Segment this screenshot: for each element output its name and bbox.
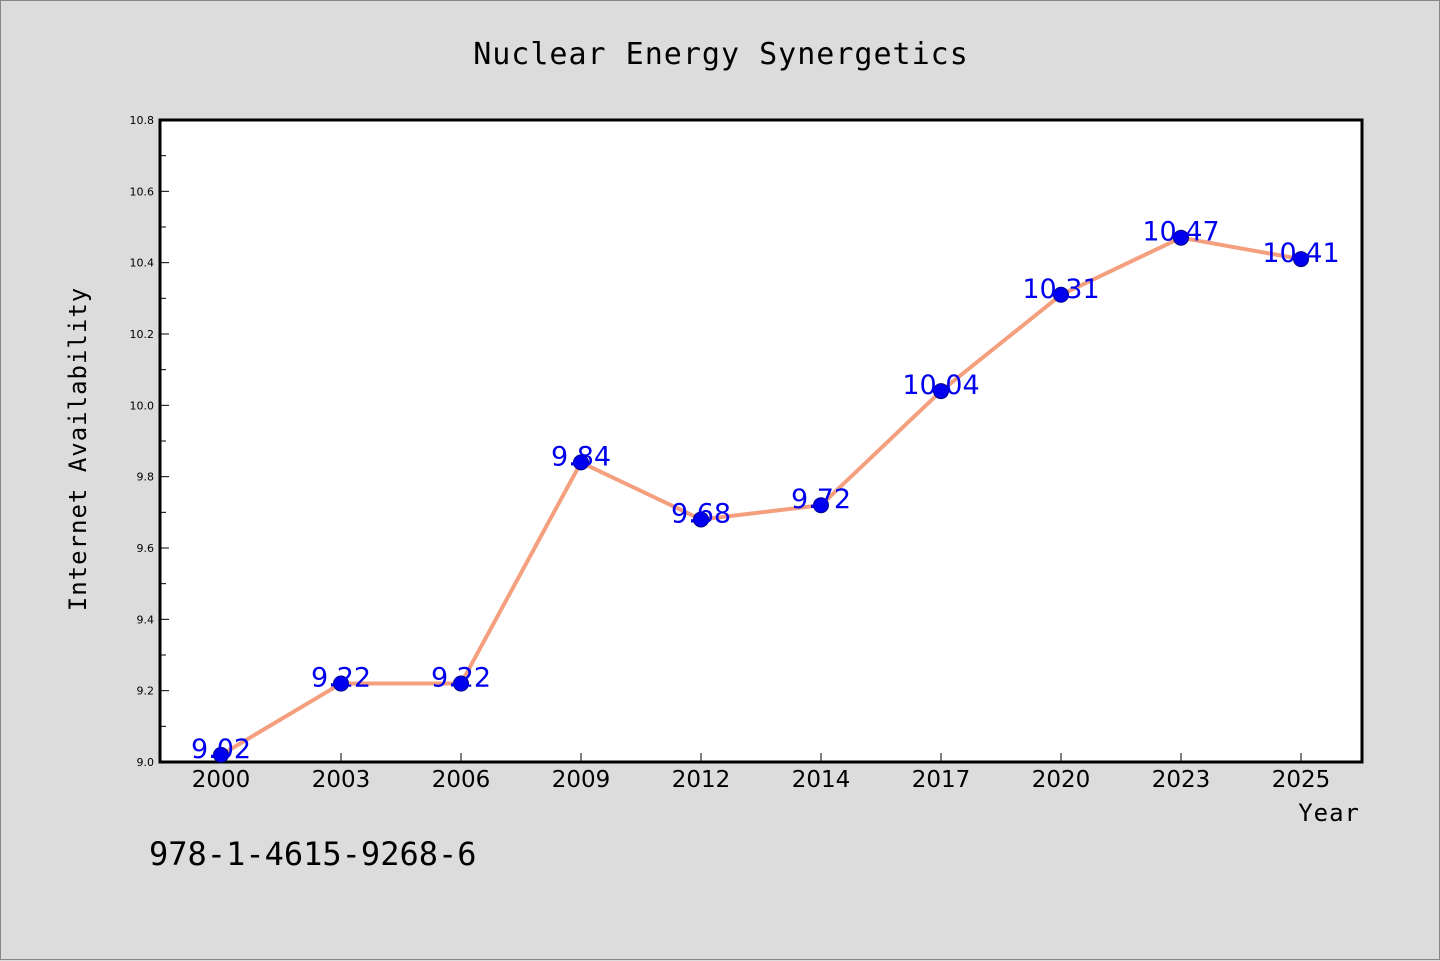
x-tick-label: 2006 bbox=[432, 767, 491, 793]
y-tick-label: 9.0 bbox=[137, 756, 155, 769]
data-labels: 9.02 9.22 9.22 9.84 9.68 9.72 10.04 10.31 10.47 1… bbox=[191, 217, 1340, 765]
data-label: 9.72 bbox=[791, 484, 851, 515]
data-point bbox=[1293, 251, 1309, 268]
x-tick-label: 2025 bbox=[1272, 767, 1331, 793]
y-tick-label: 10.6 bbox=[130, 185, 155, 198]
series-layer bbox=[213, 229, 1309, 763]
y-tick-label: 10.4 bbox=[130, 257, 155, 270]
data-label: 9.22 bbox=[311, 663, 371, 694]
data-point bbox=[573, 454, 589, 471]
y-tick-label: 9.2 bbox=[137, 685, 155, 698]
series-line bbox=[219, 235, 1302, 757]
data-label: 9.02 bbox=[191, 734, 251, 765]
y-tick-label: 10.2 bbox=[130, 328, 155, 341]
data-point bbox=[693, 511, 709, 528]
x-tick-label: 2009 bbox=[552, 767, 611, 793]
y-tick-label: 10.0 bbox=[130, 399, 155, 412]
data-label: 10.41 bbox=[1262, 238, 1339, 269]
data-label: 9.68 bbox=[671, 498, 731, 529]
x-tick-label: 2023 bbox=[1152, 767, 1211, 793]
x-tick-label: 2000 bbox=[192, 767, 251, 793]
plot-area bbox=[158, 118, 1364, 764]
data-point bbox=[1053, 286, 1069, 303]
y-tick-label: 9.8 bbox=[137, 471, 155, 484]
x-tick-label: 2012 bbox=[672, 767, 731, 793]
data-point bbox=[933, 383, 949, 400]
x-tick-label: 2020 bbox=[1032, 767, 1091, 793]
isbn-text: 978-1-4615-9268-6 bbox=[149, 835, 477, 873]
y-tick-label: 9.4 bbox=[137, 613, 155, 626]
x-tick-label: 2017 bbox=[912, 767, 971, 793]
data-point bbox=[813, 497, 829, 514]
data-label: 10.47 bbox=[1142, 217, 1219, 248]
data-label: 9.22 bbox=[431, 663, 491, 694]
x-tick-label: 2014 bbox=[792, 767, 851, 793]
y-tick-label: 9.6 bbox=[137, 542, 155, 555]
data-point bbox=[213, 746, 229, 763]
y-axis-label: Internet Availability bbox=[64, 287, 92, 611]
data-point bbox=[333, 675, 349, 692]
x-axis: 2000 2003 2006 2009 2012 2014 2017 2020 2023 2025 bbox=[192, 753, 1331, 793]
y-axis: 9.0 9.2 9.4 9.6 9.8 10.0 10.2 10.4 10.6 10.8 bbox=[130, 114, 169, 769]
x-axis-label: Year bbox=[1298, 799, 1360, 827]
data-label: 9.84 bbox=[551, 441, 611, 472]
chart-title: Nuclear Energy Synergetics bbox=[473, 37, 969, 72]
data-point bbox=[1173, 229, 1189, 246]
x-tick-label: 2003 bbox=[312, 767, 371, 793]
data-label: 10.04 bbox=[902, 370, 979, 401]
y-tick-label: 10.8 bbox=[130, 114, 155, 127]
data-point bbox=[453, 675, 469, 692]
data-label: 10.31 bbox=[1022, 274, 1099, 305]
